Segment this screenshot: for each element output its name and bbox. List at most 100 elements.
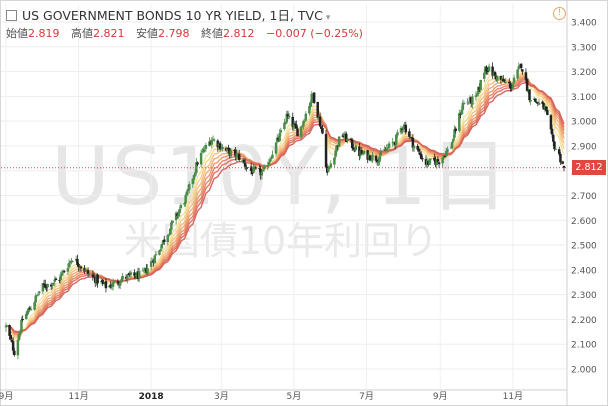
candle-body [303, 121, 306, 122]
candle-body [210, 139, 214, 145]
candle-body [444, 151, 448, 156]
candle-body [86, 270, 90, 274]
candle-body [8, 325, 11, 336]
collapse-icon[interactable] [6, 10, 17, 21]
candle-body [433, 157, 436, 161]
candle-body [436, 159, 440, 162]
candle-body [11, 341, 15, 351]
candle-body [254, 167, 258, 169]
candle-body [121, 275, 124, 280]
candle-body [183, 203, 186, 205]
candle-body [26, 311, 29, 315]
candle-body [557, 149, 561, 155]
candle-body [487, 66, 491, 72]
candle-body [511, 83, 515, 89]
candle-body [59, 274, 62, 281]
y-tick-label: 3.300 [571, 43, 597, 53]
candle-body [479, 79, 482, 91]
candle-body [41, 283, 45, 292]
candle-body [20, 319, 23, 332]
low-value: 2.798 [158, 27, 190, 40]
candle-body [218, 143, 222, 150]
candle-body [291, 116, 294, 128]
candle-body [66, 268, 70, 272]
chevron-down-icon[interactable]: ▾ [325, 13, 331, 23]
candle-body [279, 130, 283, 133]
candle-body [362, 150, 366, 155]
candle-body [161, 240, 165, 245]
change-value: −0.007 (−0.25%) [266, 27, 363, 40]
candle-body [519, 63, 523, 69]
candle-body [429, 158, 432, 160]
candle-body [226, 148, 229, 152]
x-tick-label: 7月 [359, 391, 374, 402]
candle-body [402, 126, 405, 130]
x-tick-label: 11月 [68, 391, 88, 402]
y-tick-label: 2.900 [571, 142, 597, 152]
candle-body [333, 157, 336, 165]
candle-body [310, 93, 314, 103]
candle-body [35, 295, 39, 296]
candle-body [284, 121, 287, 124]
candle-body [293, 123, 297, 126]
candle-body [267, 162, 271, 166]
high-value: 2.821 [93, 27, 125, 40]
candle-body [299, 126, 303, 137]
ema-line-26 [5, 80, 565, 334]
candle-body [416, 145, 419, 150]
y-tick-label: 2.300 [571, 291, 597, 301]
last-price-label: 2.812 [572, 160, 606, 176]
candle-body [283, 122, 286, 130]
candle-body [408, 131, 411, 137]
candle-body [203, 149, 206, 151]
candle-body [162, 239, 166, 242]
info-icon[interactable]: ! [553, 7, 566, 20]
candle-body [191, 178, 195, 185]
candle-body [262, 166, 266, 170]
candle-body [167, 234, 171, 236]
candle-body [308, 105, 311, 114]
candle-body [58, 279, 61, 281]
candle-body [158, 250, 161, 255]
ema-line-30 [5, 82, 565, 333]
candle-body [28, 307, 32, 310]
candle-body [38, 291, 41, 294]
candle-body [104, 281, 108, 289]
candle-body [368, 155, 372, 161]
y-tick-label: 3.400 [571, 19, 597, 29]
candle-body [502, 79, 505, 82]
candle-body [186, 188, 190, 192]
candle-body [318, 116, 322, 127]
candle-body [396, 132, 399, 136]
candle-body [120, 279, 123, 283]
candle-body [270, 158, 273, 160]
candle-body [96, 274, 99, 284]
candle-body [375, 159, 379, 163]
close-label: 終値 [201, 27, 223, 40]
y-tick-label: 3.000 [571, 118, 597, 128]
candle-body [324, 133, 328, 168]
candle-body [521, 69, 524, 72]
candle-body [202, 149, 205, 153]
candle-body [237, 153, 241, 160]
x-tick-label: 9月 [0, 391, 13, 402]
candle-body [9, 335, 13, 340]
candle-body [92, 276, 96, 278]
candle-body [346, 138, 349, 141]
candle-body [168, 228, 172, 235]
y-tick-label: 2.000 [571, 366, 597, 376]
candle-body [229, 150, 233, 157]
candle-body [51, 284, 54, 286]
candle-body [126, 274, 129, 279]
candle-body [60, 272, 64, 276]
candle-body [178, 209, 181, 214]
candle-body [111, 282, 115, 287]
candle-body [63, 271, 66, 272]
candle-body [274, 142, 278, 154]
low-label: 安値 [136, 27, 158, 40]
candle-body [196, 162, 199, 165]
candle-body [550, 128, 554, 135]
candle-body [142, 270, 146, 272]
